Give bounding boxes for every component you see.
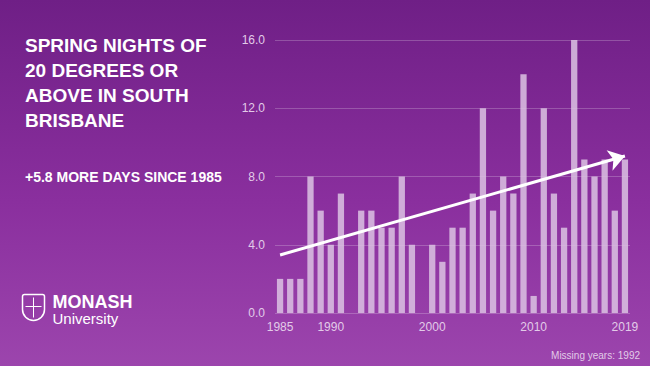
svg-text:4.0: 4.0 <box>248 238 265 252</box>
svg-text:1990: 1990 <box>317 320 344 334</box>
svg-text:Missing years: 1992: Missing years: 1992 <box>551 350 640 361</box>
svg-text:20 DEGREES OR: 20 DEGREES OR <box>25 60 183 81</box>
svg-text:University: University <box>53 310 119 327</box>
svg-text:2019: 2019 <box>612 320 639 334</box>
svg-text:2000: 2000 <box>419 320 446 334</box>
svg-text:ABOVE IN SOUTH: ABOVE IN SOUTH <box>25 85 194 106</box>
svg-text:0.0: 0.0 <box>248 306 265 320</box>
svg-text:8.0: 8.0 <box>248 170 265 184</box>
svg-text:1985: 1985 <box>267 320 294 334</box>
svg-text:BRISBANE: BRISBANE <box>25 110 124 131</box>
svg-text:12.0: 12.0 <box>242 101 266 115</box>
svg-text:2010: 2010 <box>520 320 547 334</box>
svg-text:16.0: 16.0 <box>242 33 266 47</box>
svg-text:SPRING NIGHTS OF: SPRING NIGHTS OF <box>25 35 212 56</box>
svg-text:MONASH: MONASH <box>53 292 133 312</box>
svg-text:+5.8 MORE DAYS SINCE 1985: +5.8 MORE DAYS SINCE 1985 <box>25 169 222 185</box>
